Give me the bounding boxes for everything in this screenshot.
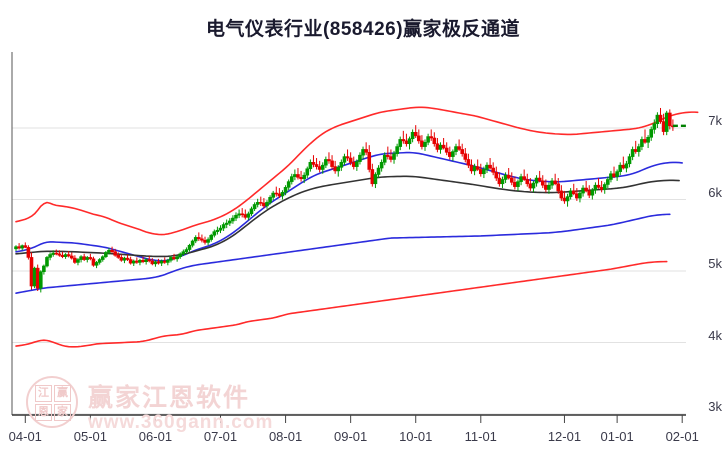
x-axis-ticks	[24, 415, 683, 423]
x-axis-tick-label: 06-01	[138, 429, 173, 444]
x-axis-tick-label: 02-01	[665, 429, 699, 444]
y-axis-tick-label: 4k	[708, 327, 722, 343]
x-axis-tick-label: 11-01	[464, 429, 497, 444]
x-axis-tick-label: 09-01	[334, 429, 368, 444]
x-axis-tick-label: 07-01	[203, 429, 238, 444]
y-axis-tick-label: 7k	[708, 113, 722, 128]
y-axis-tick-label: 3k	[708, 399, 722, 414]
x-axis-tick-label: 05-01	[73, 429, 107, 444]
x-axis-tick-label: 10-01	[399, 429, 433, 444]
x-axis-tick-label: 04-01	[8, 429, 42, 444]
channel-bands	[15, 106, 699, 348]
page-title: 电气仪表行业(858426)赢家极反通道	[205, 19, 521, 40]
x-axis-tick-label: 12-01	[547, 429, 582, 444]
y-axis-tick-label: 5k	[708, 256, 722, 271]
x-axis-tick-label: 08-01	[268, 429, 303, 444]
axis-lines	[11, 52, 686, 416]
y-axis-tick-label: 6k	[708, 184, 722, 200]
gridlines	[12, 127, 686, 415]
candlestick-series	[14, 107, 675, 293]
x-axis-tick-label: 01-01	[600, 429, 634, 444]
